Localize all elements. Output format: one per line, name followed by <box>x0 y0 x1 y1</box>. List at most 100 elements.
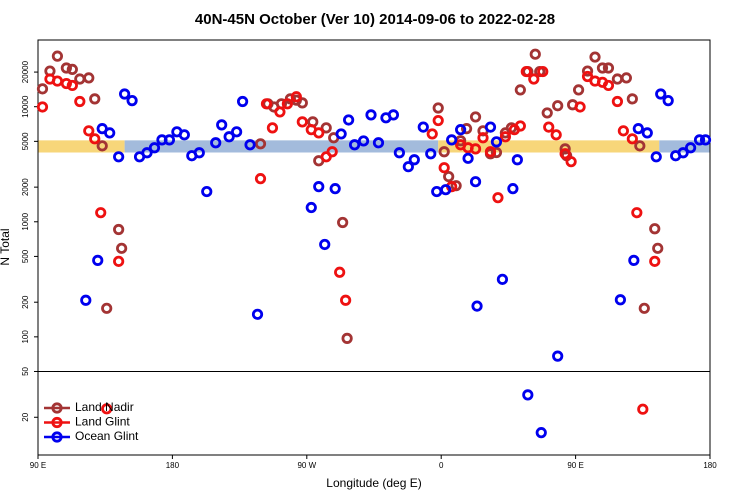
point <box>319 238 331 251</box>
point <box>266 122 279 134</box>
point <box>446 134 458 146</box>
point <box>550 129 562 141</box>
point <box>469 111 482 123</box>
x-tick-label: 90 E <box>30 461 46 470</box>
point <box>462 152 474 164</box>
legend-marker <box>51 431 63 443</box>
point <box>216 119 228 131</box>
point <box>581 65 594 77</box>
point <box>426 128 438 140</box>
x-tick-label: 90 E <box>567 461 583 470</box>
point <box>699 134 712 146</box>
point <box>649 255 661 267</box>
point <box>178 129 190 141</box>
point <box>574 101 586 113</box>
point <box>126 95 138 107</box>
point <box>348 139 361 151</box>
point <box>116 242 128 254</box>
point <box>641 127 653 139</box>
point <box>626 133 638 145</box>
point <box>92 254 104 266</box>
point <box>290 91 302 103</box>
legend-label: Land Nadir <box>75 400 134 414</box>
point <box>634 140 646 152</box>
point <box>484 121 497 133</box>
point <box>66 79 78 92</box>
x-tick-label: 180 <box>166 461 180 470</box>
point <box>193 147 205 159</box>
point <box>326 146 338 158</box>
point <box>89 93 101 105</box>
point <box>589 51 601 63</box>
point <box>520 65 532 78</box>
point <box>649 223 661 235</box>
point <box>443 170 455 183</box>
point <box>254 138 267 150</box>
point <box>514 120 526 132</box>
legend-marker <box>51 416 63 429</box>
point <box>372 137 385 149</box>
chart-title: 40N-45N October (Ver 10) 2014-09-06 to 2… <box>195 11 555 28</box>
point <box>662 95 674 107</box>
point <box>559 148 571 160</box>
point <box>602 62 615 74</box>
point <box>455 124 467 136</box>
point <box>469 143 482 155</box>
point <box>611 73 624 85</box>
point <box>620 72 632 84</box>
point <box>440 184 452 196</box>
point <box>337 216 349 229</box>
x-tick-label: 0 <box>439 461 444 470</box>
point <box>119 88 131 100</box>
point <box>438 146 450 158</box>
point <box>402 161 414 173</box>
point <box>650 151 662 163</box>
point <box>617 125 629 137</box>
point <box>296 116 308 128</box>
point <box>104 127 116 139</box>
point <box>36 101 49 113</box>
point <box>431 185 443 198</box>
point <box>611 95 624 108</box>
point <box>113 255 125 267</box>
point <box>499 131 512 143</box>
point <box>631 207 643 219</box>
y-tick-label: 20 <box>21 412 30 421</box>
point <box>432 114 444 127</box>
point <box>552 350 564 362</box>
point <box>83 125 95 137</box>
point <box>141 147 153 159</box>
point <box>492 192 504 204</box>
point <box>357 135 370 147</box>
point <box>281 98 293 110</box>
y-tick-label: 1000 <box>21 212 30 230</box>
point <box>251 308 264 320</box>
point <box>438 162 450 174</box>
point <box>471 300 483 312</box>
point <box>313 127 325 139</box>
point <box>329 183 341 195</box>
point <box>537 65 549 78</box>
point <box>296 97 308 109</box>
point <box>89 133 101 145</box>
point <box>335 128 347 140</box>
point <box>514 84 526 96</box>
point <box>96 140 108 152</box>
point <box>528 73 540 85</box>
point <box>614 294 627 306</box>
point <box>490 136 503 148</box>
point <box>341 332 353 344</box>
point <box>60 62 72 74</box>
point <box>274 106 286 118</box>
point <box>201 185 213 198</box>
point <box>66 63 78 75</box>
point <box>507 183 519 195</box>
point <box>244 139 256 151</box>
point <box>684 142 697 154</box>
point <box>95 207 107 219</box>
point <box>541 107 553 119</box>
point <box>113 223 125 236</box>
point <box>655 88 667 100</box>
point <box>477 132 489 144</box>
